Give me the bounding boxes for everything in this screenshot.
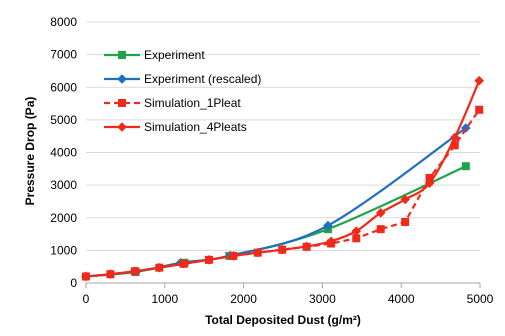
data-point: [228, 251, 239, 261]
x-axis-title: Total Deposited Dust (g/m²): [205, 313, 361, 327]
legend-label: Simulation_4Pleats: [144, 120, 247, 134]
data-point: [401, 217, 410, 226]
y-tick-label: 8000: [50, 15, 77, 29]
y-tick-label: 6000: [50, 80, 77, 94]
series: [81, 75, 485, 282]
legend-marker: [117, 122, 127, 132]
data-point: [204, 255, 214, 265]
y-tick-label: 7000: [50, 48, 77, 62]
y-tick-label: 0: [70, 276, 77, 290]
data-point: [351, 226, 362, 236]
y-tick-label: 5000: [50, 113, 77, 127]
data-point: [425, 173, 434, 182]
data-point: [475, 105, 484, 114]
x-tick-label: 3000: [309, 292, 336, 306]
data-point: [326, 236, 336, 247]
legend-marker: [118, 99, 126, 107]
data-point: [461, 162, 470, 171]
legend-item: Simulation_1Pleat: [104, 96, 241, 110]
legend-marker: [118, 51, 126, 59]
legend-marker: [117, 74, 127, 84]
legend-label: Simulation_1Pleat: [144, 96, 241, 110]
data-point: [352, 234, 361, 243]
y-axis-title: Pressure Drop (Pa): [23, 97, 37, 206]
data-point: [449, 132, 460, 143]
x-tick-label: 2000: [230, 292, 257, 306]
data-point: [277, 244, 288, 255]
legend-label: Experiment: [144, 48, 205, 62]
data-point: [400, 194, 410, 205]
data-point: [323, 220, 333, 231]
data-point: [130, 266, 140, 277]
legend: Experiment Experiment (rescaled) Simulatio…: [104, 48, 261, 134]
grid: [86, 21, 480, 251]
x-tick-label: 5000: [467, 292, 494, 306]
data-point: [154, 262, 165, 273]
legend-label: Experiment (rescaled): [144, 72, 261, 86]
y-tick-label: 2000: [50, 211, 77, 225]
axes: 0 1000 2000 3000 4000 5000 6000 7000 8000 0 1000 20…: [50, 15, 493, 306]
data-point: [450, 141, 459, 150]
data-point: [376, 225, 385, 234]
data-point: [81, 271, 91, 282]
legend-item: Experiment: [104, 48, 205, 62]
y-tick-label: 4000: [50, 146, 77, 160]
x-tick-label: 1000: [151, 292, 178, 306]
data-point: [424, 178, 435, 188]
data-point: [375, 208, 386, 218]
data-point: [474, 75, 485, 86]
x-tick-label: 4000: [388, 292, 415, 306]
series-simulation-4pleats: [81, 75, 485, 282]
y-tick-label: 3000: [50, 178, 77, 192]
data-point: [301, 241, 312, 252]
y-tick-label: 1000: [50, 243, 77, 257]
legend-item: Experiment (rescaled): [104, 72, 261, 86]
x-tick-label: 0: [83, 292, 90, 306]
data-point: [178, 258, 189, 269]
legend-item: Simulation_4Pleats: [104, 120, 247, 134]
data-point: [105, 269, 116, 279]
data-point: [252, 247, 263, 258]
